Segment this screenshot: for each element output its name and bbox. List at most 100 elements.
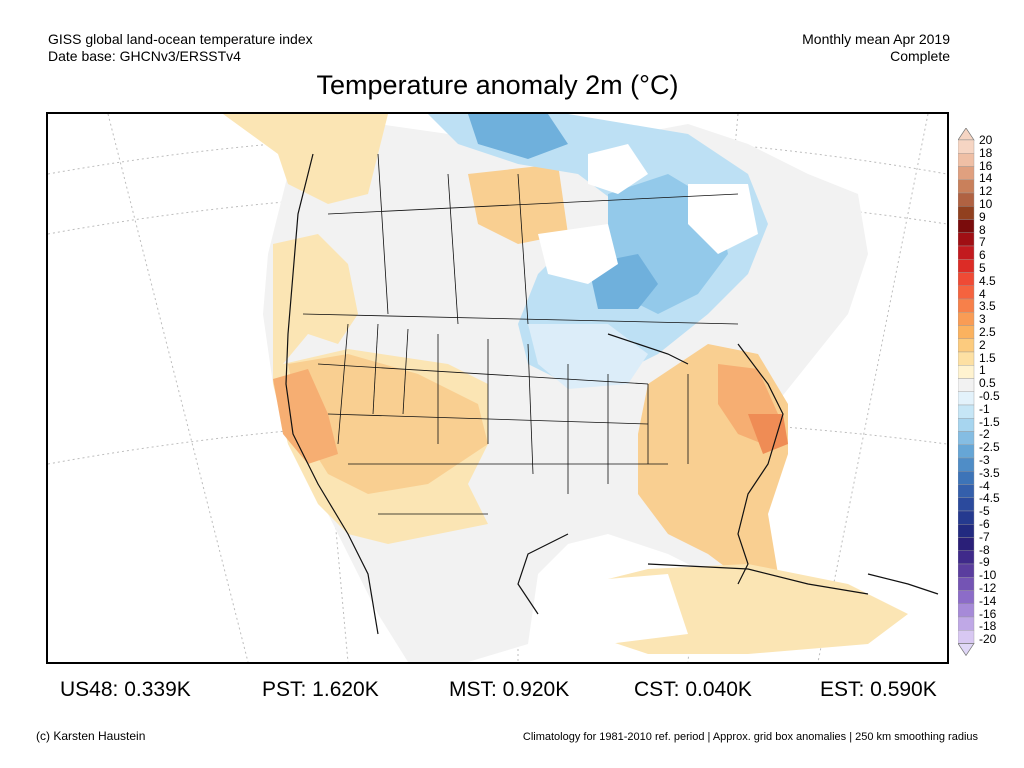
stat-cst: CST: 0.040K xyxy=(634,678,752,701)
colorbar-label: -1 xyxy=(979,401,990,416)
colorbar-label: 1.5 xyxy=(979,350,996,365)
map-title: Temperature anomaly 2m (°C) xyxy=(316,70,679,100)
colorbar-swatch xyxy=(958,285,975,300)
status-label: Complete xyxy=(890,48,950,64)
no-data-hudson xyxy=(538,224,618,284)
colorbar-swatch xyxy=(958,232,975,247)
header-right: Monthly mean Apr 2019 Complete xyxy=(802,31,950,65)
colorbar-label: 5 xyxy=(979,261,986,275)
colorbar-label: 3 xyxy=(979,312,986,327)
colorbar-swatch xyxy=(958,444,975,459)
colorbar-swatch xyxy=(958,166,975,180)
warm-yukon xyxy=(223,114,388,204)
colorbar-label: 3.5 xyxy=(979,299,996,314)
colorbar-label: 7 xyxy=(979,235,986,250)
colorbar-label: -18 xyxy=(979,619,997,634)
anomaly-map xyxy=(46,112,949,664)
colorbar-swatch xyxy=(958,259,975,273)
regional-stats: US48: 0.339K PST: 1.620K MST: 0.920K CST… xyxy=(0,678,1024,704)
colorbar-swatch xyxy=(958,391,975,406)
colorbar-swatch xyxy=(958,577,975,591)
colorbar-swatch xyxy=(958,616,975,631)
colorbar-swatch xyxy=(958,153,975,167)
colorbar-swatch xyxy=(958,497,975,512)
colorbar-label: -9 xyxy=(979,555,990,570)
colorbar-swatch xyxy=(958,338,975,353)
stat-mst: MST: 0.920K xyxy=(449,678,570,701)
period-label: Monthly mean Apr 2019 xyxy=(802,31,950,47)
colorbar-swatch xyxy=(958,404,975,419)
colorbar-label: 0.5 xyxy=(979,376,996,391)
colorbar-label: -4 xyxy=(979,478,990,493)
colorbar xyxy=(958,128,975,657)
colorbar-swatch xyxy=(958,418,975,432)
coastlines xyxy=(285,153,939,635)
colorbar-label: -16 xyxy=(979,606,997,621)
colorbar-swatch xyxy=(958,550,975,565)
climatology-note: Climatology for 1981-2010 ref. period | … xyxy=(522,731,978,743)
colorbar-swatch xyxy=(958,298,975,313)
colorbar-label: 14 xyxy=(979,171,993,186)
colorbar-label: -5 xyxy=(979,504,990,519)
colorbar-label: -12 xyxy=(979,581,997,595)
data-base: Date base: GHCNv3/ERSSTv4 xyxy=(48,48,241,64)
warm-carolina xyxy=(748,414,788,454)
colorbar-label: -0.5 xyxy=(979,389,1000,403)
colorbar-label: -1.5 xyxy=(979,414,1000,429)
colorbar-label: -14 xyxy=(979,593,997,608)
colorbar-label: -3.5 xyxy=(979,465,1000,480)
header-left: GISS global land-ocean temperature index… xyxy=(48,31,313,65)
colorbar-label: 12 xyxy=(979,184,993,199)
colorbar-swatch xyxy=(958,510,975,525)
colorbar-swatch xyxy=(958,457,975,472)
colorbar-label: 4 xyxy=(979,286,986,301)
colorbar-label: -3 xyxy=(979,453,990,467)
cool-arctic xyxy=(468,114,568,159)
colorbar-label: -2.5 xyxy=(979,440,1000,455)
colorbar-swatch xyxy=(958,139,975,154)
no-data-nw xyxy=(588,144,648,194)
warm-arctic xyxy=(468,164,568,244)
colorbar-swatch xyxy=(958,431,975,445)
colorbar-bottom-arrow xyxy=(958,643,975,657)
colorbar-swatch xyxy=(958,365,975,379)
no-data-gulf xyxy=(548,574,688,644)
colorbar-label: 2 xyxy=(979,337,986,352)
colorbar-swatch xyxy=(958,272,975,286)
stat-us48: US48: 0.339K xyxy=(60,678,191,701)
colorbar-swatch xyxy=(958,192,975,207)
colorbar-swatch xyxy=(958,603,975,618)
colorbar-swatch xyxy=(958,524,975,538)
copyright: (c) Karsten Haustein xyxy=(36,729,146,743)
colorbar-swatch xyxy=(958,351,975,366)
colorbar-swatch xyxy=(958,325,975,339)
colorbar-label: 10 xyxy=(979,197,993,211)
index-title: GISS global land-ocean temperature index xyxy=(48,31,313,47)
colorbar-swatch xyxy=(958,179,975,194)
colorbar-label: -7 xyxy=(979,529,990,544)
colorbar-label: 4.5 xyxy=(979,273,996,288)
colorbar-swatch xyxy=(958,312,975,326)
colorbar-label: 9 xyxy=(979,209,986,224)
colorbar-label: 2.5 xyxy=(979,325,996,339)
colorbar-label: -8 xyxy=(979,542,990,557)
colorbar-swatch xyxy=(958,563,975,578)
stat-pst: PST: 1.620K xyxy=(262,678,379,701)
colorbar-swatch xyxy=(958,378,975,392)
colorbar-label: 16 xyxy=(979,158,993,173)
colorbar-label: 20 xyxy=(979,133,993,147)
colorbar-swatch xyxy=(958,219,975,233)
no-data-labrador xyxy=(688,184,758,254)
colorbar-swatch xyxy=(958,630,975,644)
cool-greatlakes xyxy=(528,324,648,389)
colorbar-label: -20 xyxy=(979,632,997,647)
colorbar-label: 8 xyxy=(979,222,986,237)
colorbar-label: -6 xyxy=(979,517,990,531)
colorbar-label: -4.5 xyxy=(979,491,1000,506)
warm-california xyxy=(273,369,338,464)
colorbar-swatch xyxy=(958,590,975,604)
colorbar-label: -2 xyxy=(979,427,990,442)
boundaries xyxy=(302,153,739,515)
colorbar-swatch xyxy=(958,537,975,551)
colorbar-label: 6 xyxy=(979,248,986,263)
